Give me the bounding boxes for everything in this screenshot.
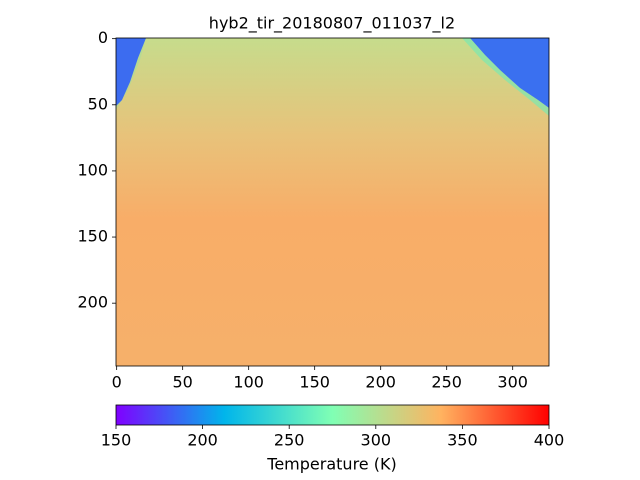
colorbar-tick-label: 300 [361,431,392,450]
surface [116,38,549,366]
x-tick-label: 250 [431,373,462,392]
image [116,38,549,366]
space-right [470,38,549,108]
colorbar-tick-label: 350 [447,431,478,450]
x-tick-label: 150 [299,373,330,392]
y-tick-label: 0 [98,28,108,47]
colorbar-tick-label: 250 [274,431,305,450]
limb-edge [462,38,549,116]
colorbar-tick-label: 150 [101,431,132,450]
x-tick-label: 300 [497,373,528,392]
y-tick-label: 150 [77,227,108,246]
colorbar [115,404,550,426]
chart-title: hyb2_tir_20180807_011037_l2 [209,14,455,34]
y-tick-label: 200 [77,293,108,312]
x-tick-label: 0 [112,373,122,392]
x-tick-label: 50 [172,373,192,392]
y-tick-label: 50 [88,94,108,113]
axes-frame [115,37,550,367]
space-left [116,38,146,106]
colorbar-tick-label: 400 [534,431,565,450]
x-tick-label: 100 [233,373,264,392]
x-tick-label: 200 [365,373,396,392]
y-tick-label: 100 [77,160,108,179]
colorbar-tick-label: 200 [187,431,218,450]
colorbar-label: Temperature (K) [266,455,396,474]
